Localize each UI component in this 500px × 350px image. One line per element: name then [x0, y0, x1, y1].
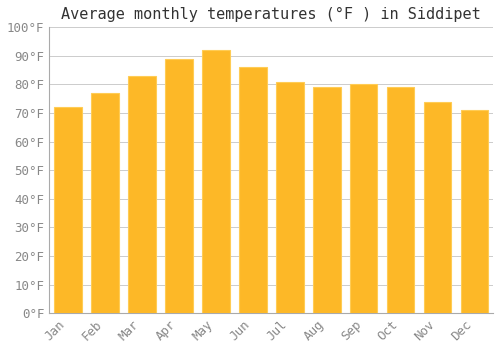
Title: Average monthly temperatures (°F ) in Siddipet: Average monthly temperatures (°F ) in Si… — [62, 7, 481, 22]
Bar — [386, 87, 414, 313]
Bar — [54, 107, 82, 313]
Bar — [313, 87, 340, 313]
Bar — [165, 59, 192, 313]
Bar — [239, 67, 266, 313]
Bar — [91, 93, 118, 313]
Bar — [276, 82, 303, 313]
Bar — [350, 84, 378, 313]
Bar — [424, 102, 452, 313]
Bar — [460, 110, 488, 313]
Bar — [128, 76, 156, 313]
Bar — [202, 50, 230, 313]
